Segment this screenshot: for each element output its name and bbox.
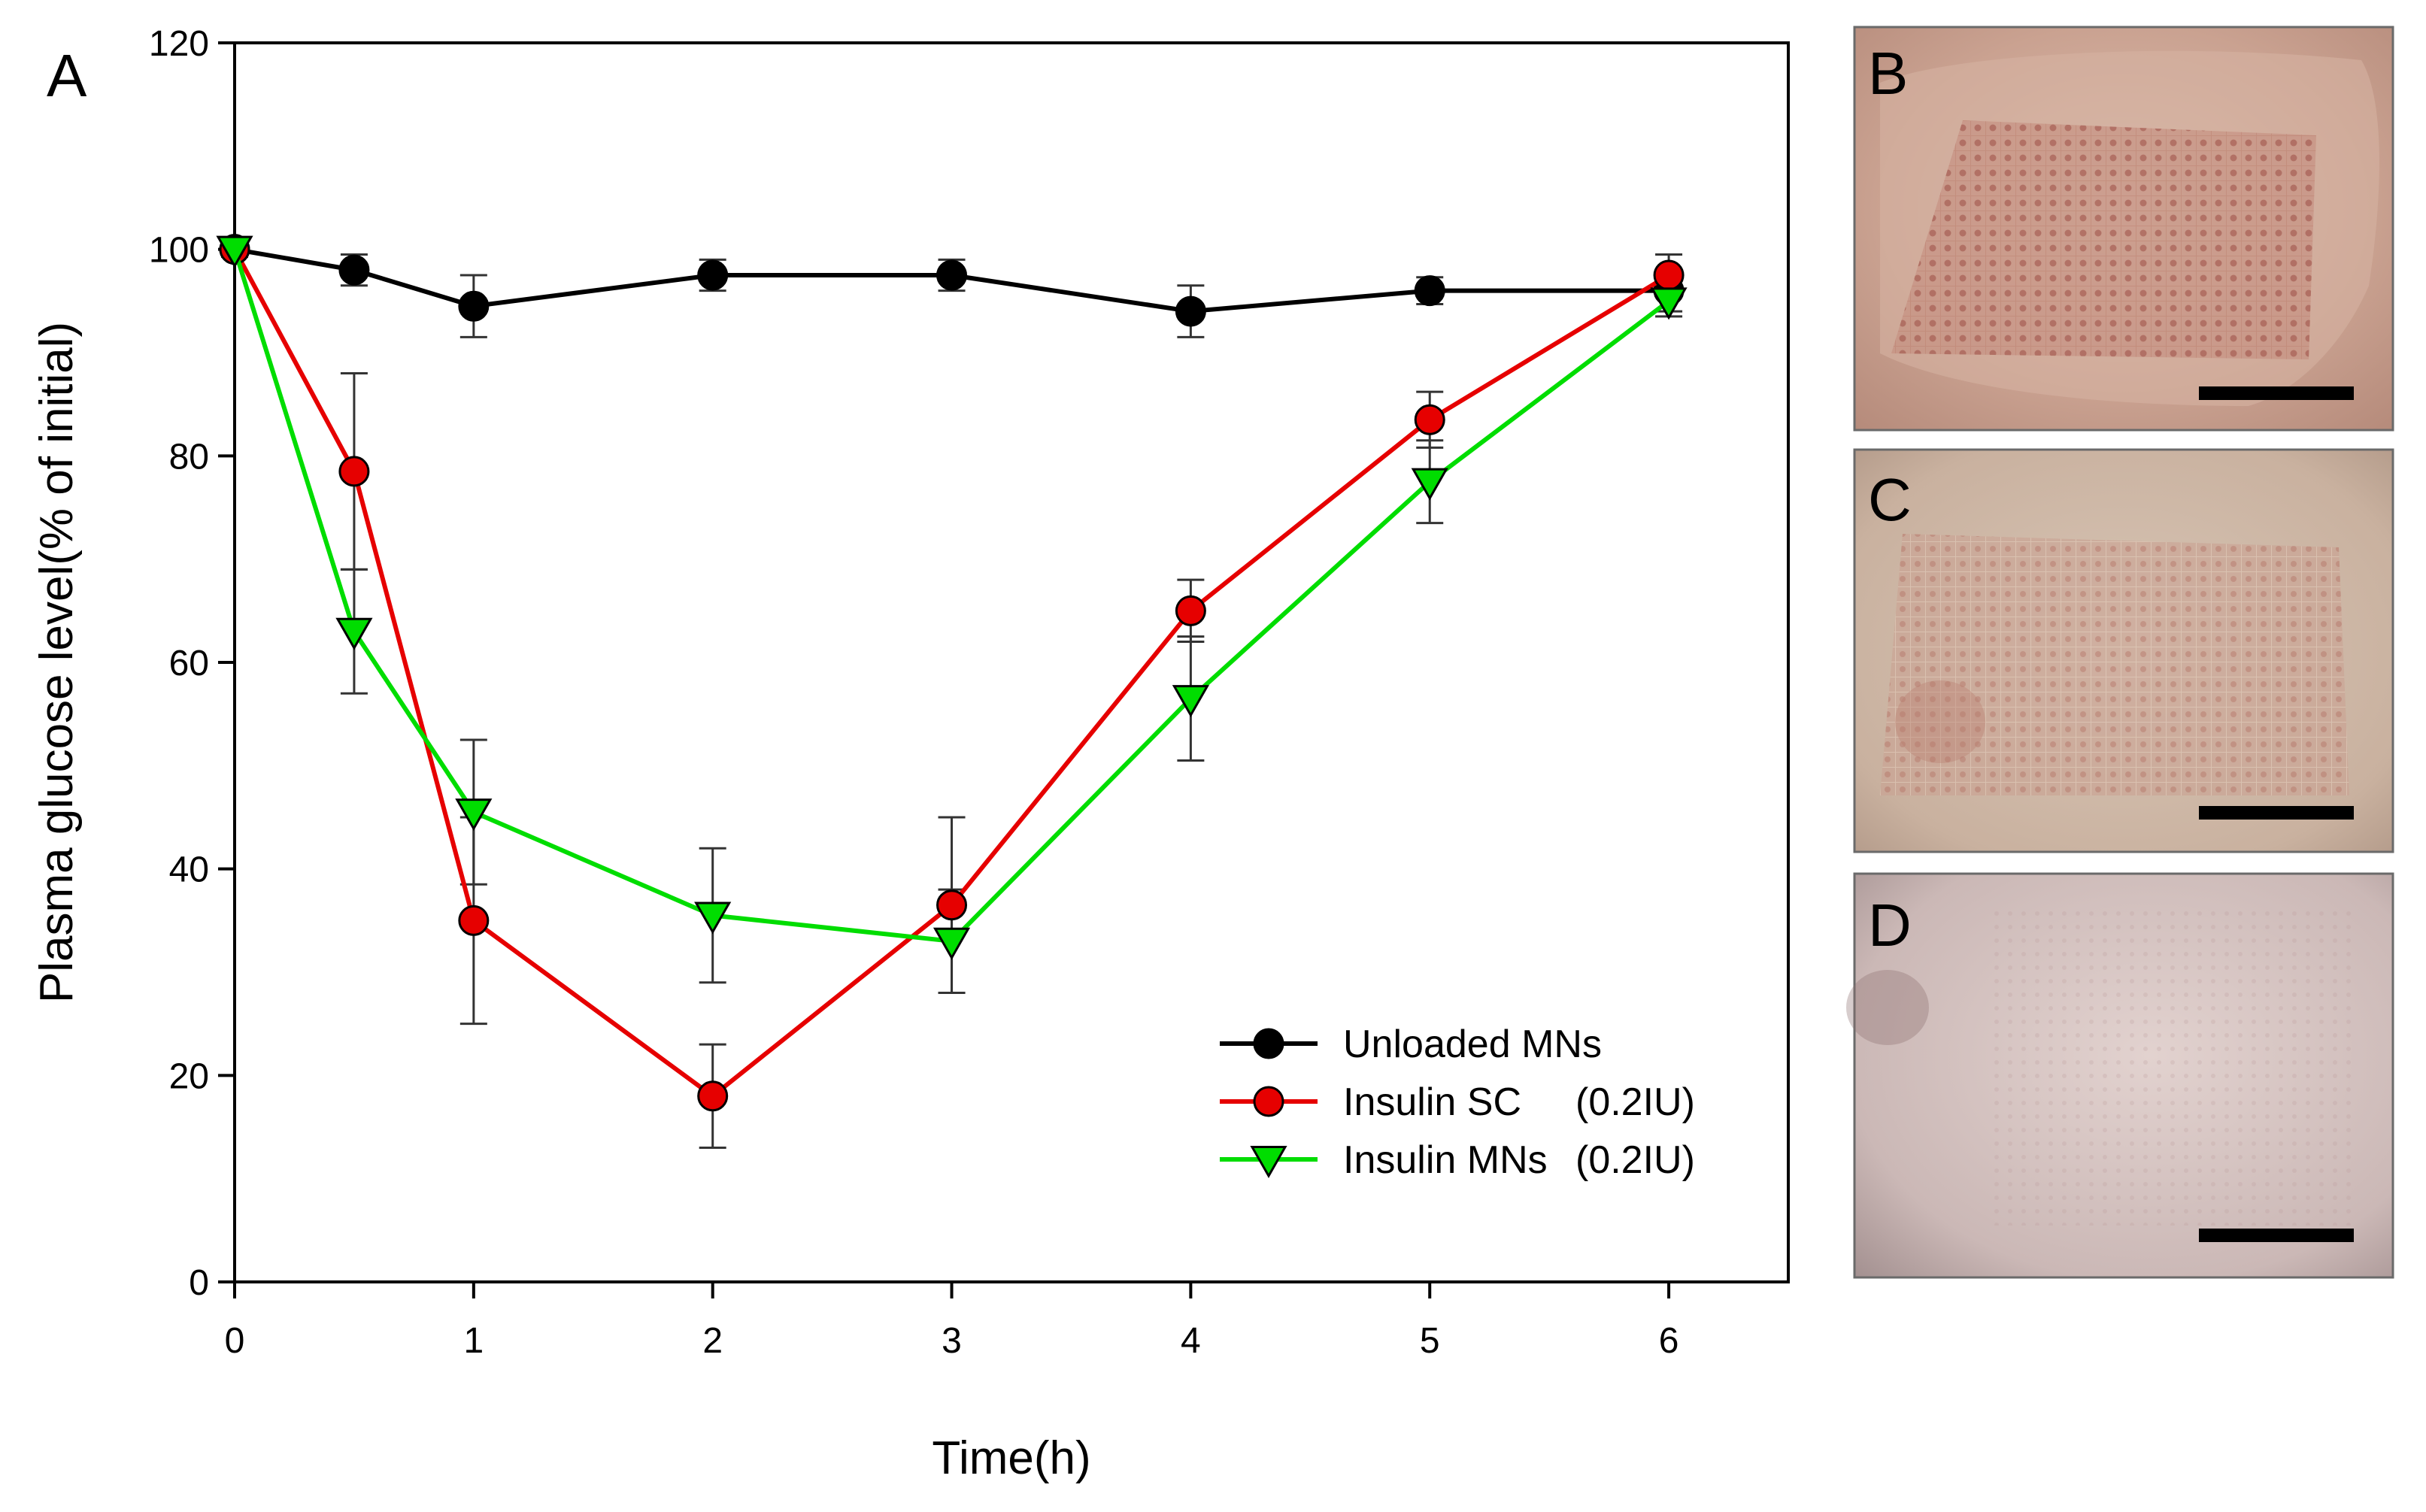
data-point xyxy=(1650,287,1688,320)
legend-series-dose: (0.2IU) xyxy=(1575,1080,1695,1124)
legend-item: Insulin SC (0.2IU) xyxy=(1220,1080,1695,1124)
photo-panel-b: B xyxy=(1853,26,2394,432)
data-point xyxy=(338,254,370,286)
legend-series-name: Insulin MNs xyxy=(1343,1138,1548,1182)
legend-label: Insulin MNs (0.2IU) xyxy=(1343,1138,1695,1182)
data-point xyxy=(1414,275,1445,307)
data-point xyxy=(932,927,971,960)
x-tick-label: 3 xyxy=(942,1321,962,1361)
y-axis-title: Plasma glucose level(% of initial) xyxy=(31,322,83,1003)
legend-label: Insulin SC (0.2IU) xyxy=(1343,1080,1695,1124)
y-tick-label: 60 xyxy=(169,644,209,683)
series-line xyxy=(234,247,1669,314)
legend-series-dose: (0.2IU) xyxy=(1575,1138,1695,1182)
data-point xyxy=(1175,595,1206,626)
series-2 xyxy=(219,234,1685,1112)
series-3 xyxy=(216,235,1688,960)
legend-item: Insulin MNs (0.2IU) xyxy=(1220,1138,1695,1182)
legend-series-name: Unloaded MNs xyxy=(1343,1023,1602,1066)
x-tick-label: 0 xyxy=(225,1321,245,1361)
data-point xyxy=(1175,295,1206,327)
data-point xyxy=(338,456,370,487)
legend-series-name: Insulin SC xyxy=(1343,1080,1521,1124)
data-point xyxy=(697,259,729,291)
x-axis-title: Time(h) xyxy=(932,1432,1090,1484)
series-line xyxy=(232,248,1670,1098)
data-point xyxy=(455,798,493,832)
data-point xyxy=(697,1080,729,1112)
data-point xyxy=(1653,259,1685,291)
series-line xyxy=(232,248,1670,944)
data-point xyxy=(936,259,968,291)
x-tick-label: 6 xyxy=(1659,1321,1679,1361)
legend-marker xyxy=(1253,1028,1284,1059)
data-point xyxy=(458,290,490,322)
panel-label-a: A xyxy=(47,42,87,109)
data-point xyxy=(1172,685,1209,718)
panel-label-c: C xyxy=(1868,466,1912,533)
scale-bar-c xyxy=(2199,806,2354,820)
x-tick-label: 1 xyxy=(463,1321,484,1361)
x-tick-label: 2 xyxy=(702,1321,723,1361)
data-point xyxy=(458,904,490,936)
data-point xyxy=(216,235,253,268)
data-point xyxy=(1411,468,1448,501)
legend-marker xyxy=(1250,1146,1287,1179)
panel-label-d: D xyxy=(1868,892,1912,959)
error-bars-series-2 xyxy=(221,241,1683,1149)
plot-frame xyxy=(233,41,1790,1283)
data-point xyxy=(694,901,732,935)
scale-bar-d xyxy=(2199,1229,2354,1242)
data-point xyxy=(936,889,968,921)
x-tick-label: 4 xyxy=(1181,1321,1201,1361)
photo-panel-d: D xyxy=(1846,872,2394,1279)
legend-marker xyxy=(1253,1086,1284,1117)
photo-panel-c: C xyxy=(1853,448,2394,853)
glucose-line-chart: A 0 20 40 60 80 100 120 0 1 2 3 4 5 6 Plasma glucose … xyxy=(31,24,1790,1484)
scale-bar-b xyxy=(2199,386,2354,400)
data-point xyxy=(335,617,373,650)
y-tick-label: 120 xyxy=(149,24,209,64)
y-tick-label: 20 xyxy=(169,1056,209,1096)
legend-item: Unloaded MNs xyxy=(1220,1023,1602,1066)
data-point xyxy=(1414,404,1445,435)
series-layer xyxy=(216,234,1688,1149)
panel-label-b: B xyxy=(1868,40,1908,107)
y-tick-label: 40 xyxy=(169,850,209,890)
y-tick-label: 0 xyxy=(189,1263,209,1303)
y-tick-label: 80 xyxy=(169,437,209,477)
series-1 xyxy=(219,234,1685,327)
legend-label: Unloaded MNs xyxy=(1343,1023,1602,1066)
x-tick-label: 5 xyxy=(1420,1321,1440,1361)
y-tick-label: 100 xyxy=(149,231,209,271)
axis-ticks: 0 20 40 60 80 100 120 0 1 2 3 4 5 6 xyxy=(149,24,1679,1361)
